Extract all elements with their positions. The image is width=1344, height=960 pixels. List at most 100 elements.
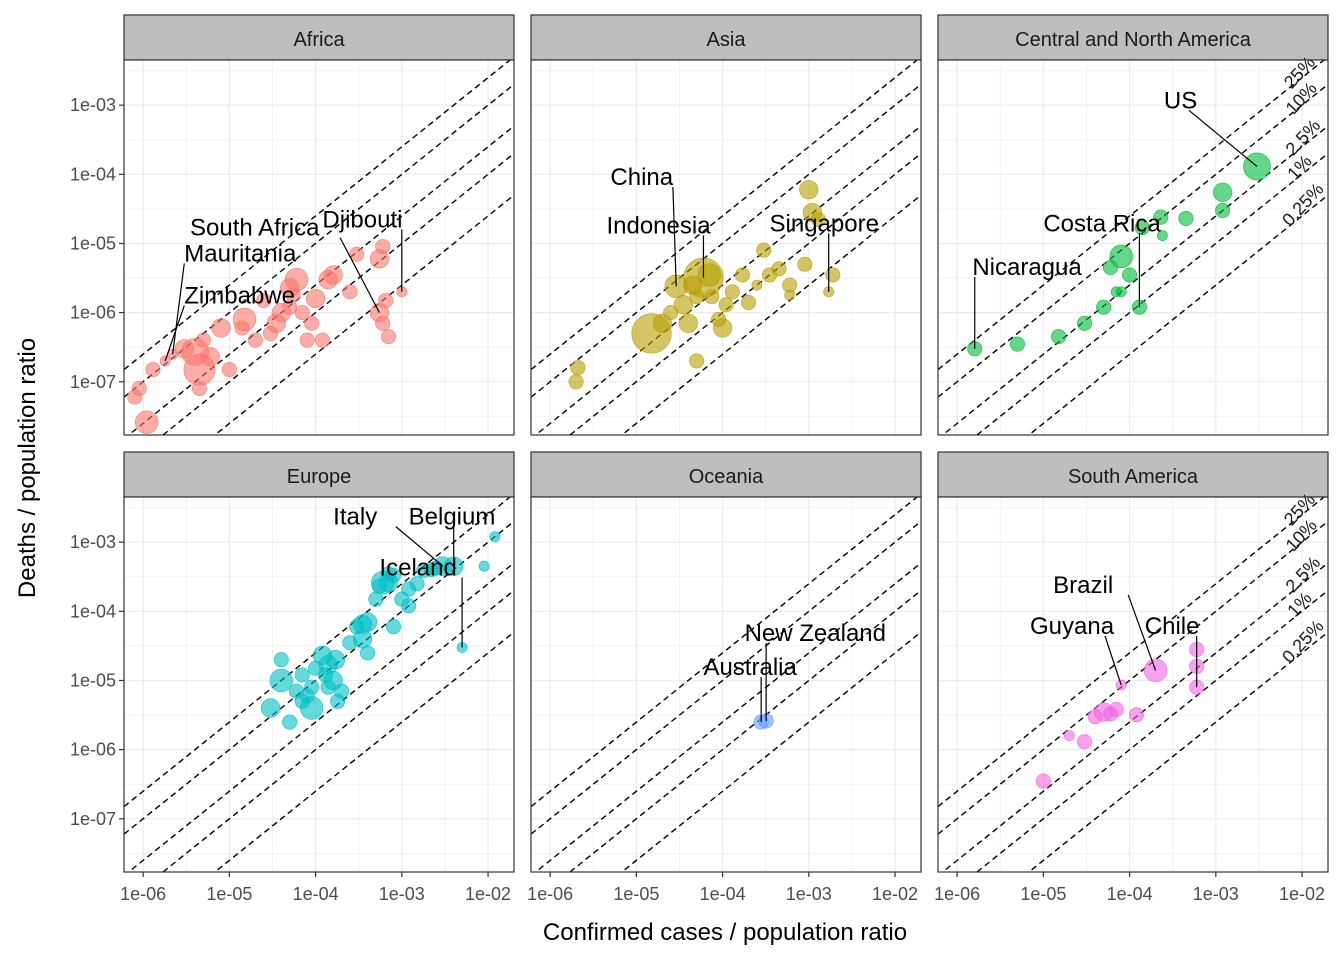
reference-line: [938, 497, 1326, 808]
reference-line: [127, 125, 514, 435]
panel-border: [123, 496, 515, 873]
data-point: [200, 347, 220, 367]
country-label: Chile: [1145, 613, 1200, 640]
panel-oceania: Oceania New Zealand Australia 1e-06 1e-05 1e-…: [527, 451, 922, 904]
data-point: [1128, 707, 1144, 723]
panel-strip: [530, 451, 922, 498]
reference-line: [534, 125, 921, 435]
data-point: [1178, 210, 1194, 226]
x-tick-label: 1e-06: [934, 884, 980, 904]
reference-line: [975, 152, 1328, 435]
reference-line: [161, 152, 514, 435]
y-tick-label: 1e-03: [70, 95, 116, 115]
data-point: [380, 329, 396, 345]
y-tick-label: 1e-05: [70, 670, 116, 690]
data-point: [375, 315, 391, 331]
label-leader-line: [1127, 594, 1157, 671]
data-point: [145, 362, 161, 378]
data-point: [282, 714, 298, 730]
plot-background: [124, 60, 514, 435]
data-point: [1009, 336, 1025, 352]
panels-layer: Africa South Africa Djibouti Mauritania Zimb…: [70, 14, 1329, 904]
label-leader-line: [339, 237, 380, 313]
panel-border: [530, 496, 922, 873]
country-label: Zimbabwe: [184, 283, 295, 310]
panel-border: [530, 59, 922, 436]
reference-line: [124, 60, 512, 371]
data-point: [385, 567, 401, 583]
data-point: [357, 612, 378, 632]
reference-line: [568, 152, 921, 435]
panel-title: South America: [1068, 466, 1199, 488]
data-point: [1115, 286, 1127, 298]
data-point: [1156, 230, 1168, 241]
data-point: [1122, 267, 1138, 283]
data-point: [1108, 702, 1124, 718]
country-label: US: [1164, 87, 1197, 114]
data-point: [299, 696, 324, 720]
reference-line: [941, 125, 1328, 435]
x-axis-title: Confirmed cases / population ratio: [543, 919, 907, 946]
country-label: Australia: [703, 654, 797, 681]
reference-line: [534, 562, 921, 872]
data-point: [305, 288, 326, 309]
data-point: [369, 249, 390, 269]
y-tick-label: 1e-03: [70, 532, 116, 552]
reference-line: [531, 497, 919, 808]
reference-line: [124, 497, 512, 808]
country-label: Nicaragua: [972, 254, 1082, 281]
data-point: [756, 242, 772, 258]
panel-title: Asia: [707, 29, 747, 51]
country-label: Costa Rica: [1043, 210, 1161, 237]
data-point: [489, 531, 501, 543]
reference-line: [568, 589, 921, 872]
reference-line: [938, 83, 1328, 398]
plot-background: [531, 60, 921, 435]
data-point: [1109, 244, 1133, 269]
data-point: [378, 292, 394, 308]
country-label: Iceland: [379, 554, 456, 581]
reference-line: [941, 562, 1328, 872]
plot-area: [938, 497, 1328, 872]
reference-line: [124, 520, 514, 835]
data-point: [256, 292, 272, 308]
data-point: [269, 668, 293, 693]
panel-title: Europe: [287, 466, 352, 488]
country-label: South Africa: [190, 215, 320, 242]
data-point: [1134, 220, 1150, 236]
x-tick-label: 1e-04: [1107, 884, 1153, 904]
label-leader-line: [1104, 635, 1122, 686]
country-label: Singapore: [770, 210, 879, 237]
data-point: [401, 598, 417, 614]
x-tick-label: 1e-04: [293, 884, 339, 904]
panel-title: Central and North America: [1015, 29, 1252, 51]
data-point: [1096, 299, 1112, 315]
panel-title: Africa: [293, 29, 345, 51]
x-tick-label: 1e-02: [1279, 884, 1325, 904]
data-point: [570, 360, 586, 376]
data-point: [689, 353, 705, 369]
data-point: [314, 332, 330, 348]
data-point: [1115, 679, 1127, 691]
x-tick-label: 1e-02: [465, 884, 511, 904]
plot-area: [124, 497, 514, 872]
data-point: [299, 332, 315, 348]
data-point: [712, 318, 733, 338]
x-tick-label: 1e-06: [120, 884, 166, 904]
data-point: [741, 295, 757, 311]
plot-background: [938, 497, 1328, 872]
y-tick-label: 1e-04: [70, 601, 116, 621]
x-tick-label: 1e-02: [872, 884, 918, 904]
label-leader-line: [164, 305, 185, 362]
panel-strip: [937, 14, 1329, 61]
x-tick-label: 1e-03: [1193, 884, 1239, 904]
data-point: [1153, 209, 1169, 225]
data-point: [478, 560, 490, 572]
data-point: [284, 267, 309, 292]
x-tick-label: 1e-03: [379, 884, 425, 904]
data-point: [825, 267, 841, 283]
data-point: [1215, 202, 1231, 218]
y-tick-label: 1e-07: [70, 372, 116, 392]
panel-border: [123, 59, 515, 436]
